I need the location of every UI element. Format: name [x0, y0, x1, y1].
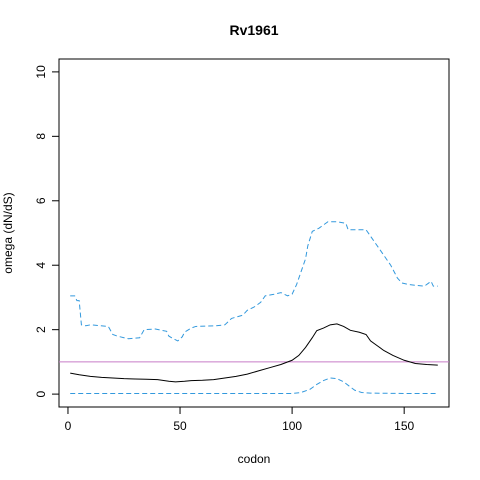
- y-axis: 0 2 4 6 8 10: [34, 65, 60, 397]
- y-tick-label: 2: [34, 326, 48, 333]
- chart-title: Rv1961: [229, 22, 278, 38]
- y-tick-label: 10: [34, 65, 48, 79]
- y-axis-label: omega (dN/dS): [1, 192, 15, 273]
- x-axis: 0 50 100 150: [65, 406, 415, 433]
- x-tick-label: 100: [282, 419, 302, 433]
- upper-bound-line: [70, 221, 438, 342]
- lower-bound-line: [70, 377, 438, 394]
- x-axis-label: codon: [238, 452, 271, 466]
- y-tick-label: 6: [34, 197, 48, 204]
- x-tick-label: 0: [65, 419, 72, 433]
- plot-frame: [58, 58, 450, 408]
- y-tick-label: 8: [34, 133, 48, 140]
- y-tick-label: 4: [34, 262, 48, 269]
- omega-line: [70, 323, 438, 383]
- y-tick-label: 0: [34, 390, 48, 397]
- x-tick-label: 150: [394, 419, 414, 433]
- x-tick-label: 50: [173, 419, 187, 433]
- series-layer: [59, 221, 449, 394]
